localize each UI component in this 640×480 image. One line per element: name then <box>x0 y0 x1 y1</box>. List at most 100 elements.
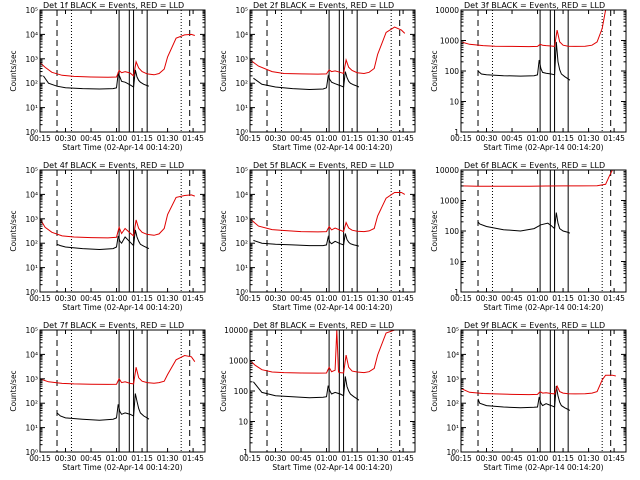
y-tick-label: 10⁵ <box>446 326 459 335</box>
chart-panel-9: Det 9f BLACK = Events, RED = LLD 00:15 00:… <box>430 321 627 472</box>
series-line-lld <box>40 194 195 239</box>
chart-panel-2: Det 2f BLACK = Events, RED = LLD 00:15 00:… <box>219 1 416 152</box>
series-line-events <box>253 233 360 247</box>
x-tick-label: 01:15 <box>552 454 574 463</box>
plot-frame <box>249 169 416 293</box>
x-tick-label: 01:45 <box>603 454 625 463</box>
x-tick-label: 01:00 <box>527 134 549 143</box>
chart-title: Det 4f BLACK = Events, RED = LLD <box>43 161 184 170</box>
x-tick-label: 01:00 <box>316 454 338 463</box>
x-tick-label: 00:30 <box>476 454 498 463</box>
chart-title: Det 1f BLACK = Events, RED = LLD <box>43 1 184 10</box>
y-tick-label: 10⁴ <box>25 30 38 39</box>
x-axis-title: Start Time (02-Apr-14 00:14:20) <box>62 303 182 312</box>
series-line-lld <box>250 26 406 75</box>
x-tick-label: 01:45 <box>603 134 625 143</box>
plot-frame <box>249 9 416 133</box>
y-tick-label: 10³ <box>25 55 38 64</box>
x-tick-label: 01:00 <box>106 454 128 463</box>
series-group <box>40 354 196 421</box>
x-tick-label: 01:15 <box>552 134 574 143</box>
x-tick-label: 00:30 <box>476 294 498 303</box>
marker-lines <box>56 10 191 132</box>
marker-lines <box>56 170 191 292</box>
chart-panel-5: Det 5f BLACK = Events, RED = LLD 00:15 00:… <box>219 161 416 312</box>
x-axis-title: Start Time (02-Apr-14 00:14:20) <box>483 143 603 152</box>
series-group <box>250 26 406 91</box>
y-tick-label: 10⁴ <box>235 190 248 199</box>
y-tick-label: 10³ <box>235 55 248 64</box>
x-tick-label: 01:15 <box>131 454 153 463</box>
y-tick-label: 1000 <box>229 357 248 366</box>
x-tick-label: 00:15 <box>450 454 472 463</box>
y-tick-label: 10¹ <box>25 424 38 433</box>
y-tick-label: 10000 <box>435 166 459 175</box>
series-group <box>40 194 195 251</box>
chart-title: Det 5f BLACK = Events, RED = LLD <box>253 161 394 170</box>
marker-lines <box>266 330 401 452</box>
x-tick-label: 00:15 <box>450 134 472 143</box>
series-line-events <box>477 212 571 234</box>
y-tick-label: 10⁰ <box>235 288 248 297</box>
chart-panel-3: Det 3f BLACK = Events, RED = LLD 00:15 00:… <box>430 1 627 152</box>
y-tick-label: 10000 <box>435 6 459 15</box>
x-tick-label: 00:15 <box>239 454 261 463</box>
x-tick-label: 01:15 <box>131 294 153 303</box>
y-axis-title: Counts/sec <box>219 50 228 91</box>
y-tick-label: 10¹ <box>446 424 459 433</box>
chart-title: Det 2f BLACK = Events, RED = LLD <box>253 1 394 10</box>
x-tick-label: 00:45 <box>290 454 312 463</box>
plot-frame <box>39 169 206 293</box>
chart-panel-8: Det 8f BLACK = Events, RED = LLD 00:15 00:… <box>219 321 416 472</box>
y-tick-label: 10 <box>238 418 248 427</box>
y-tick-label: 1 <box>454 128 459 137</box>
x-tick-label: 01:30 <box>578 134 600 143</box>
chart-panel-6: Det 6f BLACK = Events, RED = LLD 00:15 00:… <box>430 161 627 312</box>
x-tick-label: 01:45 <box>392 134 414 143</box>
series-line-lld <box>40 354 196 385</box>
plot-frame <box>249 329 416 453</box>
series-line-events <box>42 69 150 90</box>
chart-title: Det 3f BLACK = Events, RED = LLD <box>464 1 605 10</box>
chart-title: Det 9f BLACK = Events, RED = LLD <box>464 321 605 330</box>
marker-lines <box>477 10 612 132</box>
x-tick-label: 01:45 <box>182 134 204 143</box>
series-line-lld <box>40 33 195 78</box>
x-tick-label: 00:30 <box>265 134 287 143</box>
y-tick-label: 10⁰ <box>446 448 459 457</box>
x-tick-label: 01:30 <box>157 294 179 303</box>
y-tick-label: 10¹ <box>25 104 38 113</box>
x-axis-title: Start Time (02-Apr-14 00:14:20) <box>483 463 603 472</box>
x-tick-label: 01:30 <box>367 134 389 143</box>
marker-lines <box>477 170 612 292</box>
chart-title: Det 7f BLACK = Events, RED = LLD <box>43 321 184 330</box>
series-line-lld <box>461 10 607 48</box>
x-tick-label: 01:45 <box>182 454 204 463</box>
marker-lines <box>56 330 191 452</box>
x-tick-label: 00:30 <box>265 294 287 303</box>
y-axis-title: Counts/sec <box>219 370 228 411</box>
y-tick-label: 10⁵ <box>25 6 38 15</box>
series-group <box>250 192 406 247</box>
x-tick-label: 00:45 <box>501 134 523 143</box>
plot-frame <box>39 9 206 133</box>
chart-panel-1: Det 1f BLACK = Events, RED = LLD 00:15 00:… <box>9 1 206 152</box>
x-tick-label: 01:00 <box>106 134 128 143</box>
y-tick-label: 10¹ <box>235 104 248 113</box>
chart-title: Det 6f BLACK = Events, RED = LLD <box>464 161 605 170</box>
x-axis-title: Start Time (02-Apr-14 00:14:20) <box>483 303 603 312</box>
plot-frame <box>460 169 627 293</box>
x-tick-label: 00:30 <box>476 134 498 143</box>
y-tick-label: 10² <box>235 79 248 88</box>
series-group <box>40 33 195 90</box>
y-axis-title: Counts/sec <box>9 50 18 91</box>
y-tick-label: 10 <box>449 258 459 267</box>
series-line-events <box>253 376 360 401</box>
y-axis-title: Counts/sec <box>9 210 18 251</box>
y-tick-label: 10000 <box>224 326 248 335</box>
x-tick-label: 00:45 <box>290 134 312 143</box>
y-tick-label: 10⁴ <box>25 350 38 359</box>
series-line-events <box>477 386 571 411</box>
x-tick-label: 00:45 <box>501 454 523 463</box>
